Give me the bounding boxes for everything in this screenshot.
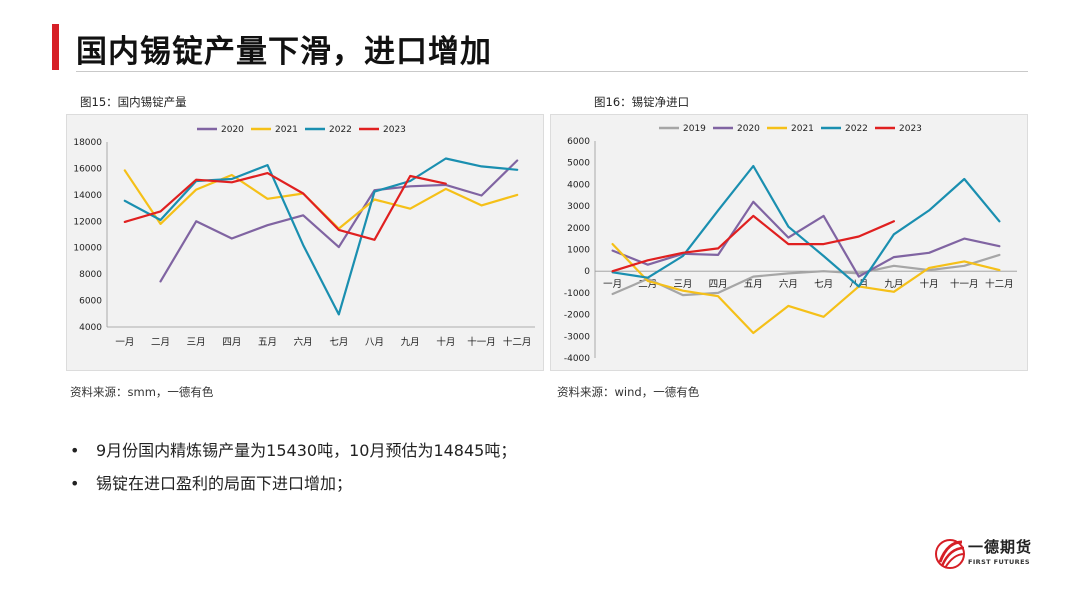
series-line-2023 bbox=[123, 172, 447, 241]
y-tick-label: 1000 bbox=[567, 246, 590, 256]
bullet-text: 9月份国内精炼锡产量为15430吨，10月预估为14845吨； bbox=[96, 441, 517, 460]
x-tick-label: 十二月 bbox=[985, 278, 1014, 290]
y-tick-label: 16000 bbox=[73, 164, 102, 174]
y-tick-label: 12000 bbox=[73, 217, 102, 227]
series-line-2022 bbox=[123, 157, 519, 316]
legend-label: 2022 bbox=[845, 124, 868, 134]
x-tick-label: 九月 bbox=[884, 278, 903, 290]
legend-label: 2023 bbox=[383, 125, 406, 135]
x-tick-label: 十一月 bbox=[467, 336, 496, 348]
series-line-2022 bbox=[611, 164, 1001, 288]
y-tick-label: 6000 bbox=[79, 297, 102, 307]
y-tick-label: 4000 bbox=[79, 323, 102, 333]
chart1-source: 资料来源：smm，一德有色 bbox=[70, 385, 214, 399]
x-tick-label: 六月 bbox=[779, 278, 798, 290]
chart2-panel: -4000 -3000 -2000 -1000 0 1000 2000 3000 4000 500… bbox=[550, 114, 1028, 371]
series-line-2020 bbox=[611, 200, 1001, 278]
x-tick-label: 三月 bbox=[673, 279, 692, 290]
y-tick-label: 5000 bbox=[567, 159, 590, 169]
series-line-2019 bbox=[611, 253, 1001, 297]
y-tick-label: 0 bbox=[584, 267, 590, 277]
y-tick-label: 3000 bbox=[567, 202, 590, 212]
x-tick-label: 九月 bbox=[401, 336, 420, 348]
y-tick-label: -2000 bbox=[564, 311, 590, 321]
x-tick-label: 三月 bbox=[187, 337, 206, 348]
y-tick-label: -4000 bbox=[564, 354, 590, 364]
series-line-2021 bbox=[611, 243, 1001, 335]
logo-mark-icon bbox=[935, 539, 965, 569]
bullet-dot: • bbox=[70, 441, 80, 460]
x-tick-label: 十二月 bbox=[503, 336, 532, 348]
page-title: 国内锡锭产量下滑，进口增加 bbox=[76, 34, 492, 70]
y-tick-label: 14000 bbox=[73, 191, 102, 201]
legend-label: 2023 bbox=[899, 124, 922, 134]
legend-label: 2021 bbox=[275, 125, 298, 135]
bullet-list: • 9月份国内精炼锡产量为15430吨，10月预估为14845吨； • 锡锭在进… bbox=[70, 440, 516, 506]
x-tick-label: 六月 bbox=[294, 336, 313, 348]
y-tick-label: 6000 bbox=[567, 137, 590, 147]
bullet-text: 锡锭在进口盈利的局面下进口增加； bbox=[96, 474, 353, 493]
y-tick-label: 4000 bbox=[567, 180, 590, 190]
legend-label: 2020 bbox=[737, 124, 760, 134]
x-tick-label: 四月 bbox=[222, 337, 241, 348]
logo-subtitle: FIRST FUTURES bbox=[968, 558, 1030, 566]
x-tick-label: 一月 bbox=[115, 337, 134, 348]
y-tick-label: 18000 bbox=[73, 138, 102, 148]
chart1-panel: 4000 6000 8000 10000 12000 14000 16000 18000 一月 二… bbox=[66, 114, 544, 371]
chart2-plot: -4000 -3000 -2000 -1000 0 1000 2000 3000 4000 500… bbox=[564, 124, 1017, 364]
x-tick-label: 一月 bbox=[603, 279, 622, 290]
x-tick-label: 二月 bbox=[638, 279, 657, 290]
chart2-caption: 图16：锡锭净进口 bbox=[594, 95, 690, 109]
x-tick-label: 十一月 bbox=[950, 278, 979, 290]
y-tick-label: 10000 bbox=[73, 244, 102, 254]
legend-label: 2022 bbox=[329, 125, 352, 135]
chart1-plot: 4000 6000 8000 10000 12000 14000 16000 18000 一月 二… bbox=[73, 125, 535, 348]
bullet-item: • 锡锭在进口盈利的局面下进口增加； bbox=[70, 473, 516, 506]
logo-name: 一德期货 bbox=[968, 538, 1033, 556]
series-line-2020 bbox=[159, 159, 519, 283]
series-line-2021 bbox=[123, 169, 519, 230]
legend-label: 2019 bbox=[683, 124, 706, 134]
chart2-source: 资料来源：wind，一德有色 bbox=[557, 385, 700, 399]
x-tick-label: 五月 bbox=[744, 279, 763, 290]
legend-label: 2020 bbox=[221, 125, 244, 135]
x-tick-label: 五月 bbox=[258, 337, 277, 348]
x-tick-label: 八月 bbox=[365, 337, 384, 348]
y-tick-label: 8000 bbox=[79, 270, 102, 280]
x-tick-label: 七月 bbox=[814, 279, 833, 290]
y-tick-label: -1000 bbox=[564, 289, 590, 299]
x-tick-label: 八月 bbox=[849, 279, 868, 290]
bullet-item: • 9月份国内精炼锡产量为15430吨，10月预估为14845吨； bbox=[70, 440, 516, 473]
x-tick-label: 四月 bbox=[709, 279, 728, 290]
x-tick-label: 七月 bbox=[329, 337, 348, 348]
title-divider bbox=[76, 71, 1028, 72]
x-tick-label: 十月 bbox=[920, 278, 939, 290]
company-logo: 一德期货 FIRST FUTURES bbox=[934, 534, 1034, 578]
y-tick-label: 2000 bbox=[567, 224, 590, 234]
title-accent-bar bbox=[52, 24, 59, 70]
legend-label: 2021 bbox=[791, 124, 814, 134]
x-tick-label: 十月 bbox=[436, 336, 455, 348]
x-tick-label: 二月 bbox=[151, 337, 170, 348]
y-tick-label: -3000 bbox=[564, 332, 590, 342]
series-line-2023 bbox=[611, 214, 895, 273]
chart1-caption: 图15：国内锡锭产量 bbox=[80, 95, 187, 109]
bullet-dot: • bbox=[70, 474, 80, 493]
